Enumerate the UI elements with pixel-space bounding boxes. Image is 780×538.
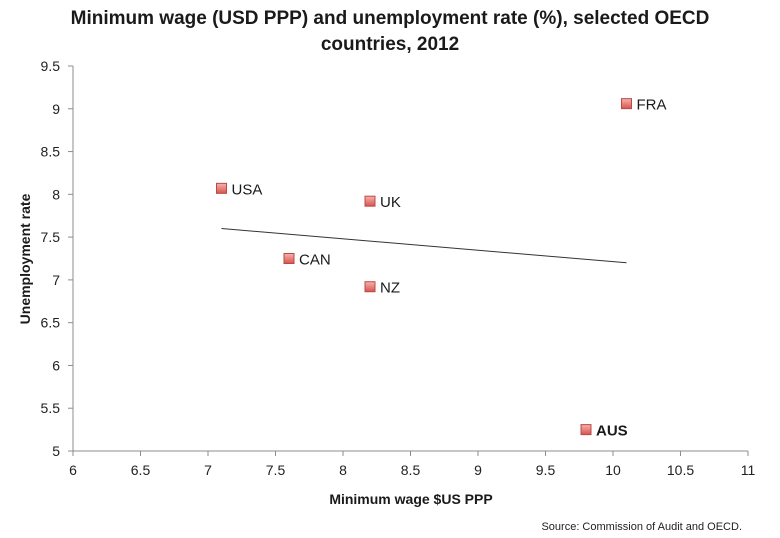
x-tick-label: 7.5 [266,462,286,478]
y-tick-label: 8 [52,186,60,202]
y-ticks: 5 5.5 6 6.5 7 7.5 8 8.5 9 9.5 [41,58,73,459]
point-usa [216,182,227,194]
point-aus [580,424,592,436]
y-tick-label: 6.5 [41,315,61,331]
y-tick-label: 7.5 [41,229,61,245]
point-label-fra: FRA [637,97,667,114]
x-tick-label: 11 [741,462,756,478]
point-label-nz: NZ [380,280,400,297]
x-tick-label: 6.5 [131,462,151,478]
point-nz [364,281,376,293]
data-points: USA UK CAN NZ FRA AUS [216,97,667,440]
chart-title-line-1: Minimum wage (USD PPP) and unemployment … [71,8,710,29]
y-tick-label: 9 [52,101,60,117]
x-tick-label: 7 [204,462,212,478]
x-tick-label: 6 [69,462,77,478]
source-note: Source: Commission of Audit and OECD. [541,521,742,533]
x-ticks: 6 6.5 7 7.5 8 8.5 9 9.5 10 10.5 11 [69,451,755,478]
point-label-aus: AUS [596,423,628,440]
y-tick-label: 8.5 [41,144,61,160]
point-label-can: CAN [299,252,331,269]
x-tick-label: 9.5 [536,462,556,478]
point-label-uk: UK [380,194,401,211]
x-tick-label: 9 [474,462,482,478]
point-can [283,253,295,264]
x-tick-label: 8.5 [401,462,421,478]
trend-line [221,228,627,264]
chart-title-line-2: countries, 2012 [321,34,459,55]
point-label-usa: USA [232,181,263,198]
axes [72,66,748,452]
point-uk [364,195,376,207]
x-axis-label: Minimum wage $US PPP [329,491,492,507]
y-tick-label: 7 [52,272,60,288]
x-tick-label: 8 [339,462,347,478]
x-tick-label: 10.5 [667,462,694,478]
y-tick-label: 6 [52,357,60,373]
x-tick-label: 10 [605,462,621,478]
point-fra [621,98,632,110]
y-tick-label: 5 [52,443,60,459]
y-tick-label: 5.5 [41,400,61,416]
y-tick-label: 9.5 [41,58,61,74]
y-axis-label: Unemployment rate [17,193,33,324]
